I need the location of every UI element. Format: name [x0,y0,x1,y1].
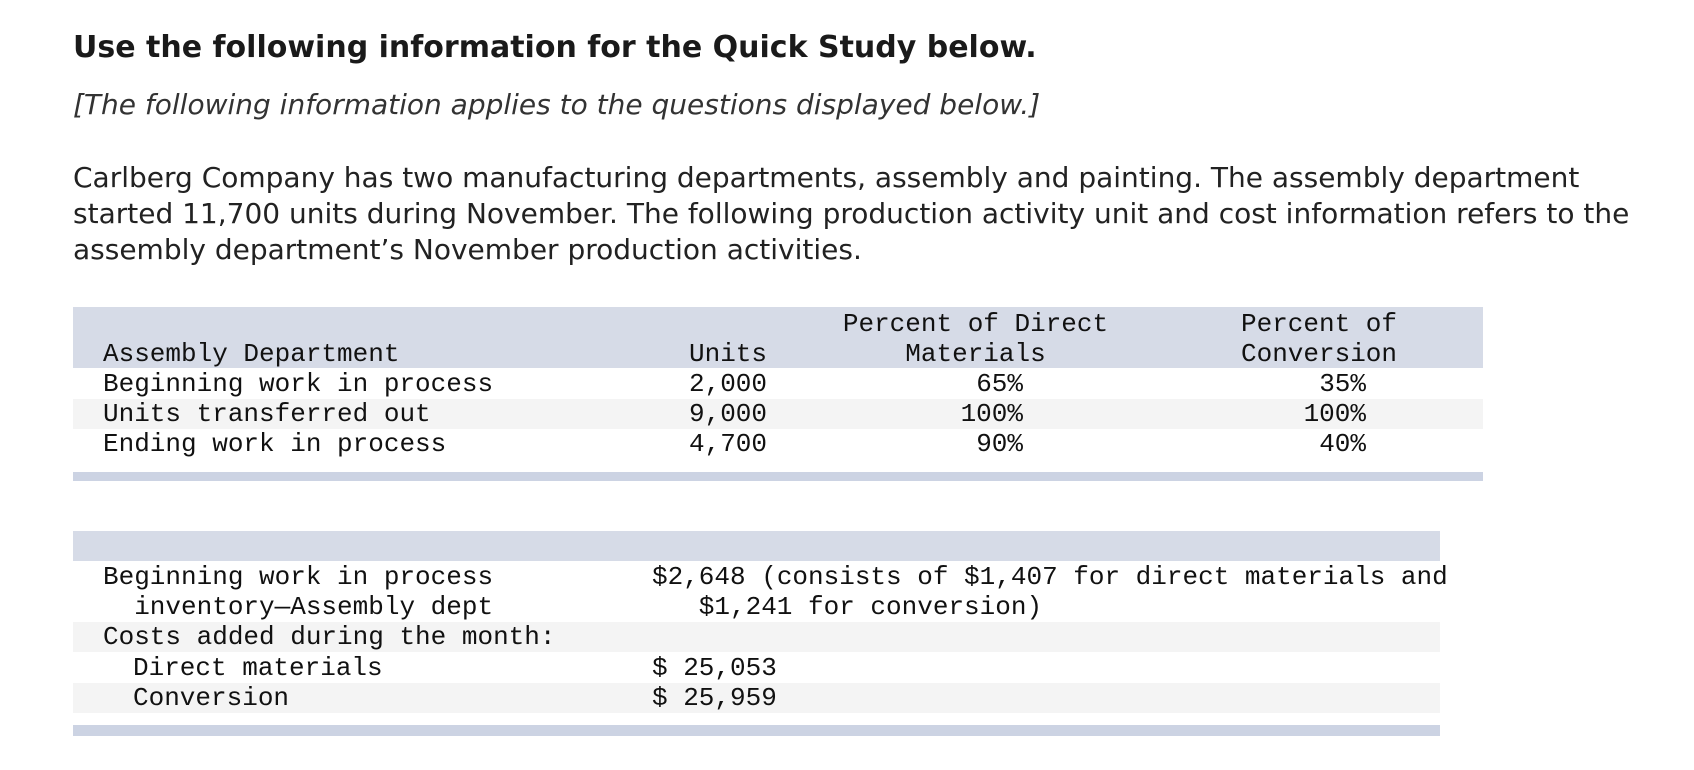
cell: Units transferred out [103,399,431,429]
cell: 90% [976,429,1023,459]
table-footer-bar [73,725,1440,736]
table-header-band [73,531,1440,561]
cell: 9,000 [688,399,767,429]
note: [The following information applies to th… [73,88,1041,121]
cell: 4,700 [688,429,767,459]
cell: Conversion [133,683,290,713]
row-band [73,683,1440,713]
title: Use the following information for the Qu… [73,30,1037,65]
cell: Costs added during the month: [103,622,556,652]
cell: $ 25,959 [652,683,777,713]
table-header-band [73,307,1483,368]
header-cell: Percent of Conversion [1240,309,1398,369]
row-band [73,622,1440,652]
header-cell: Assembly Department [103,339,400,369]
table-footer-bar [73,472,1483,481]
row-band [73,399,1483,429]
cell: Beginning work in process inventory—Asse… [103,562,494,622]
cell: Direct materials [133,653,383,683]
cell: 65% [976,369,1023,399]
cell: 2,000 [688,369,767,399]
cell: Beginning work in process [103,369,494,399]
cell: 100% [1303,399,1366,429]
cell: $2,648 (consists of $1,407 for direct ma… [652,562,1448,622]
cell: Ending work in process [103,429,447,459]
cell: $ 25,053 [652,653,777,683]
cell: 100% [960,399,1023,429]
intro: Carlberg Company has two manufacturing d… [73,161,1630,266]
cell: 35% [1319,369,1366,399]
header-cell: Percent of Direct Materials [842,309,1109,369]
header-cell: Units [688,339,767,369]
cell: 40% [1319,429,1366,459]
